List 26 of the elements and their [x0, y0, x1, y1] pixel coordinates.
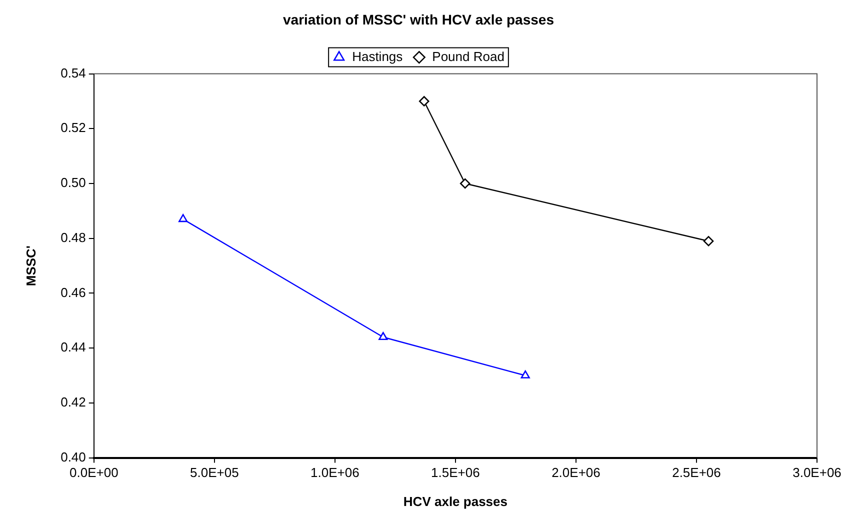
- x-tick-label: 1.0E+06: [310, 465, 360, 480]
- legend-label: Hastings: [352, 48, 404, 64]
- point: [418, 96, 430, 106]
- point: [703, 236, 714, 246]
- y-tick-label: 0.46: [60, 284, 86, 300]
- y-axis-title: MSSC': [23, 245, 38, 286]
- point: [378, 332, 388, 340]
- y-tick-label: 0.50: [60, 175, 86, 190]
- y-tick-label: 0.40: [60, 449, 86, 464]
- x-tick-label: 5.0E+05: [190, 465, 239, 480]
- y-tick-label: 0.48: [60, 230, 86, 245]
- y-tick-label: 0.54: [60, 65, 86, 80]
- y-tick-label: 0.52: [60, 120, 86, 136]
- y-tick-label: 0.42: [60, 394, 86, 410]
- x-axis-title: HCV axle passes: [403, 494, 508, 509]
- point: [520, 370, 530, 378]
- chart-title: variation of MSSC' with HCV axle passes: [283, 11, 554, 28]
- x-tick-label: 3.0E+06: [792, 465, 842, 480]
- x-tick-label: 0.0E+00: [70, 465, 118, 480]
- x-tick-label: 2.0E+06: [552, 465, 600, 480]
- y-tick-label: 0.44: [60, 340, 86, 355]
- legend-label: Pound Road: [432, 48, 504, 64]
- point: [460, 178, 470, 189]
- point: [178, 214, 188, 222]
- x-tick-label: 1.5E+06: [431, 465, 480, 480]
- x-tick-label: 2.5E+06: [672, 465, 721, 480]
